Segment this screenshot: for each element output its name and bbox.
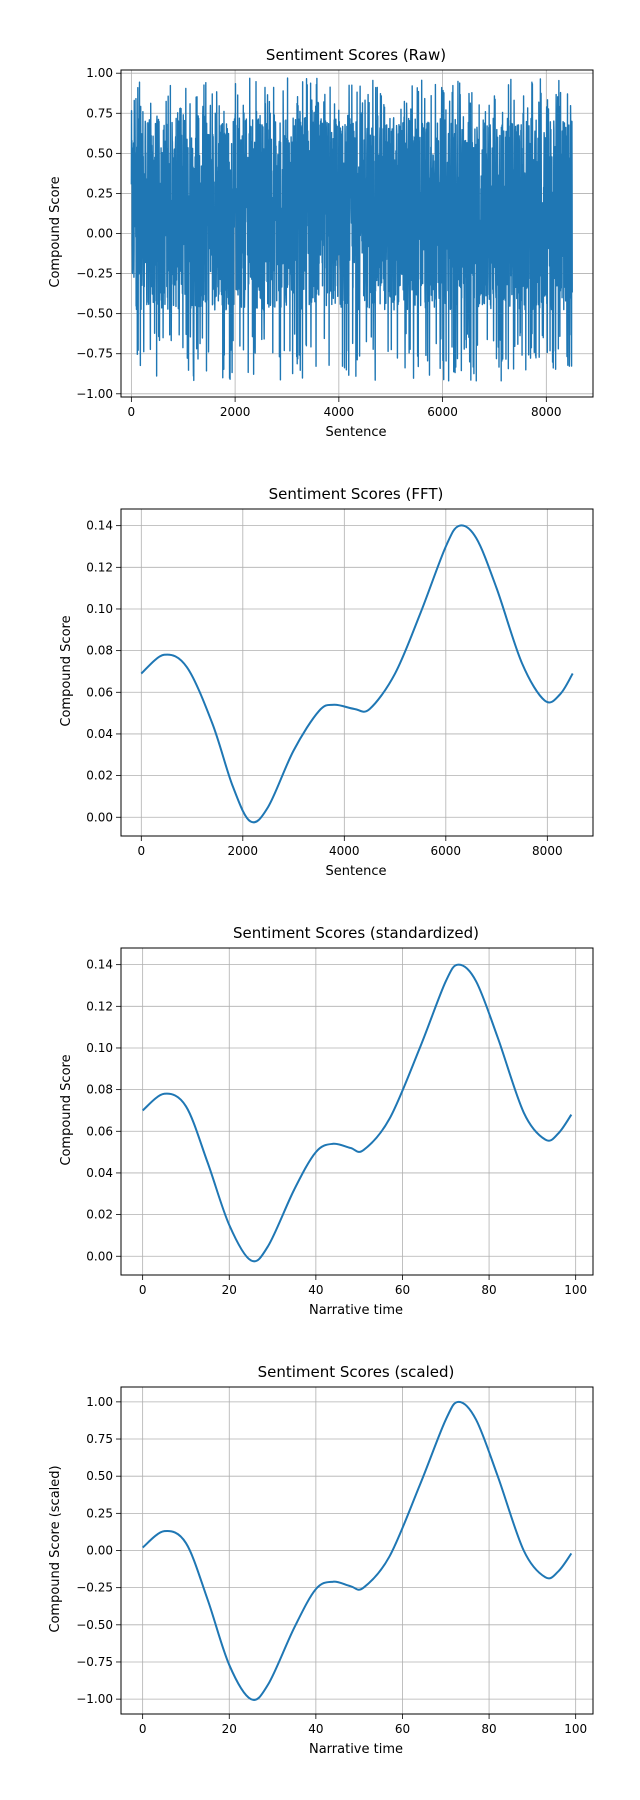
chart-title: Sentiment Scores (scaled) (258, 1363, 455, 1381)
y-tick-label: 0.08 (86, 644, 113, 658)
x-tick-label: 0 (139, 1722, 147, 1736)
y-tick-label: 0.00 (86, 1544, 113, 1558)
scaled-scores-chart: Sentiment Scores (scaled) Narrative time… (48, 1363, 594, 1757)
raw-scores-chart: Sentiment Scores (Raw) Sentence Compound… (48, 46, 594, 440)
y-tick-label: 0.10 (86, 602, 113, 616)
y-tick-label: 0.04 (86, 1166, 113, 1180)
series-line (130, 77, 573, 382)
x-tick-label: 20 (222, 1722, 237, 1736)
y-tick-label: −0.25 (76, 267, 113, 281)
axes-frame (120, 69, 594, 398)
chart-title: Sentiment Scores (standardized) (233, 924, 479, 942)
standardized-scores-chart: Sentiment Scores (standardized) Narrativ… (59, 924, 594, 1318)
y-tick-label: 0.04 (86, 727, 113, 741)
x-tick-label: 80 (481, 1722, 496, 1736)
chart-title: Sentiment Scores (Raw) (266, 46, 446, 64)
y-axis-label: Compound Score (scaled) (48, 1465, 63, 1632)
y-axis-label: Compound Score (48, 176, 63, 287)
y-tick-label: −0.75 (76, 347, 113, 361)
y-axis-label: Compound Score (59, 1054, 74, 1165)
y-tick-label: 0.02 (86, 1208, 113, 1222)
y-tick-label: 0.25 (86, 1506, 113, 1520)
y-tick-label: −0.25 (76, 1581, 113, 1595)
x-tick-label: 0 (137, 844, 145, 858)
x-tick-label: 4000 (329, 844, 360, 858)
y-tick-label: 0.25 (86, 186, 113, 200)
grid (121, 948, 593, 1275)
y-tick-label: 0.08 (86, 1083, 113, 1097)
axes-frame (120, 508, 594, 837)
x-tick-label: 0 (128, 405, 136, 419)
y-tick-label: 0.12 (86, 999, 113, 1013)
y-tick-label: 0.06 (86, 1124, 113, 1138)
y-tick-label: 1.00 (86, 1395, 113, 1409)
x-tick-label: 2000 (220, 405, 251, 419)
y-tick-label: 0.00 (86, 227, 113, 241)
y-tick-label: 0.50 (86, 1469, 113, 1483)
x-tick-label: 8000 (532, 844, 563, 858)
x-axis-label: Narrative time (309, 1303, 403, 1318)
x-tick-label: 40 (308, 1722, 323, 1736)
series-line (140, 524, 574, 824)
y-tick-label: 1.00 (86, 66, 113, 80)
axes-frame (120, 947, 594, 1276)
y-tick-label: −0.50 (76, 307, 113, 321)
x-axis-label: Sentence (326, 425, 387, 440)
y-tick-label: 0.50 (86, 146, 113, 160)
x-tick-label: 20 (222, 1283, 237, 1297)
x-tick-label: 100 (564, 1722, 587, 1736)
x-tick-label: 0 (139, 1283, 147, 1297)
y-tick-label: −1.00 (76, 1692, 113, 1706)
fft-scores-chart: Sentiment Scores (FFT) Sentence Compound… (59, 485, 594, 879)
x-tick-label: 6000 (427, 405, 458, 419)
y-tick-label: 0.14 (86, 958, 113, 972)
y-tick-label: −0.75 (76, 1655, 113, 1669)
y-tick-label: 0.00 (86, 810, 113, 824)
x-tick-label: 2000 (228, 844, 259, 858)
y-tick-label: 0.10 (86, 1041, 113, 1055)
y-axis-label: Compound Score (59, 615, 74, 726)
grid (121, 1387, 593, 1714)
x-tick-label: 60 (395, 1283, 410, 1297)
x-tick-label: 4000 (324, 405, 355, 419)
y-tick-label: 0.00 (86, 1249, 113, 1263)
y-tick-label: −1.00 (76, 387, 113, 401)
x-tick-label: 60 (395, 1722, 410, 1736)
y-tick-label: 0.02 (86, 769, 113, 783)
x-axis-label: Sentence (326, 864, 387, 879)
x-axis-label: Narrative time (309, 1742, 403, 1757)
x-tick-label: 6000 (431, 844, 462, 858)
y-tick-label: 0.12 (86, 560, 113, 574)
series-line (141, 963, 573, 1263)
x-tick-label: 100 (564, 1283, 587, 1297)
y-tick-label: 0.75 (86, 106, 113, 120)
axes-frame (120, 1386, 594, 1715)
chart-title: Sentiment Scores (FFT) (269, 485, 444, 503)
y-tick-label: 0.14 (86, 519, 113, 533)
x-tick-label: 40 (308, 1283, 323, 1297)
x-tick-label: 8000 (531, 405, 562, 419)
series-line (142, 1400, 573, 1701)
y-tick-label: −0.50 (76, 1618, 113, 1632)
x-tick-label: 80 (481, 1283, 496, 1297)
y-tick-label: 0.06 (86, 685, 113, 699)
y-tick-label: 0.75 (86, 1432, 113, 1446)
